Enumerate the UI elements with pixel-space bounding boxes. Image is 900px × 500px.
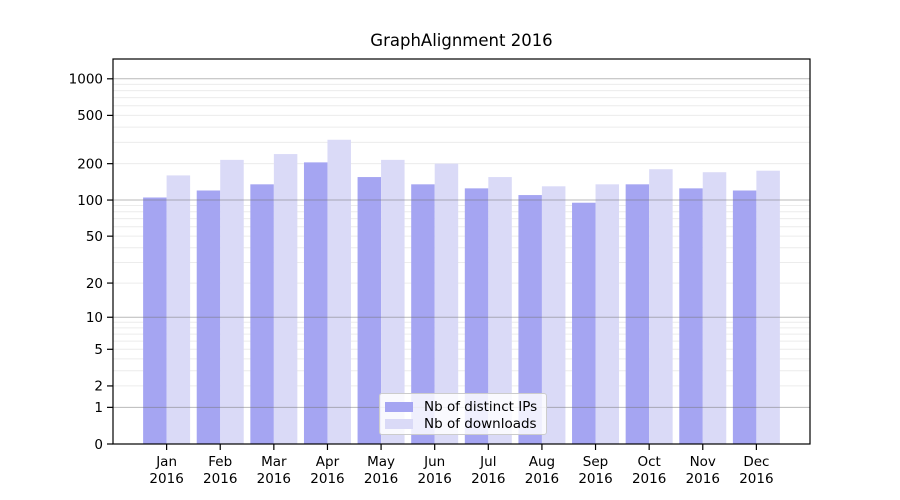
legend-swatch-distinct-ips [385, 401, 413, 412]
x-tick-label-year: 2016 [632, 471, 666, 487]
chart-title: GraphAlignment 2016 [370, 31, 553, 50]
x-tick-label-month: Oct [637, 454, 660, 470]
x-tick-label-month: Jun [423, 454, 445, 470]
bar-distinct-ips-nov [679, 188, 703, 444]
bar-downloads-nov [702, 172, 727, 444]
x-tick-label-month: Nov [690, 454, 716, 470]
x-tick-label-month: Mar [261, 454, 287, 470]
bar-downloads-jun [434, 163, 459, 444]
x-tick-label-year: 2016 [471, 471, 505, 487]
legend-item-distinct-ips: Nb of distinct IPs [380, 398, 546, 415]
x-tick-label-year: 2016 [203, 471, 237, 487]
x-tick-label-month: Sep [583, 454, 608, 470]
bar-downloads-oct [649, 169, 673, 444]
x-tick-label-year: 2016 [418, 471, 452, 487]
bar-downloads-feb [220, 159, 244, 444]
x-tick-label-year: 2016 [310, 471, 344, 487]
x-tick-label-month: Jul [479, 454, 496, 470]
legend-label-distinct-ips: Nb of distinct IPs [424, 398, 538, 415]
y-tick-label: 1000 [69, 72, 103, 88]
x-tick-label-year: 2016 [257, 471, 291, 487]
legend-swatch-downloads [385, 418, 413, 429]
bar-distinct-ips-jun [411, 184, 435, 444]
legend-label-downloads: Nb of downloads [424, 415, 537, 432]
y-tick-label: 20 [86, 276, 103, 292]
y-tick-label: 0 [94, 437, 103, 453]
x-tick-label-month: Jan [155, 454, 177, 470]
bar-distinct-ips-aug [518, 195, 542, 444]
bar-distinct-ips-may [357, 177, 382, 444]
bar-distinct-ips-jul [464, 188, 489, 444]
x-tick-label-year: 2016 [686, 471, 720, 487]
x-tick-label-month: Apr [316, 454, 340, 470]
plot-frame [112, 58, 811, 445]
bar-downloads-jul [488, 177, 512, 444]
x-tick-label-year: 2016 [149, 471, 183, 487]
x-tick-label-month: Feb [208, 454, 232, 470]
bar-downloads-dec [756, 170, 780, 444]
y-tick-label: 2 [94, 379, 103, 395]
legend-item-downloads: Nb of downloads [380, 415, 546, 432]
y-tick-label: 500 [77, 108, 103, 124]
x-tick-label-month: Dec [743, 454, 769, 470]
bar-distinct-ips-sep [572, 202, 596, 444]
x-tick-label-month: May [367, 454, 395, 470]
bar-distinct-ips-mar [250, 184, 274, 444]
y-tick-label: 50 [86, 229, 103, 245]
bar-distinct-ips-jan [143, 197, 167, 444]
y-tick-label: 5 [94, 342, 103, 358]
x-tick-label-year: 2016 [739, 471, 773, 487]
bar-downloads-sep [595, 184, 620, 444]
bar-distinct-ips-oct [625, 184, 650, 444]
bar-downloads-jan [166, 175, 191, 444]
x-tick-label-year: 2016 [364, 471, 398, 487]
bar-downloads-aug [541, 186, 566, 444]
x-tick-label-month: Aug [529, 454, 555, 470]
bar-distinct-ips-apr [303, 162, 328, 444]
bar-downloads-mar [273, 154, 298, 445]
bar-downloads-apr [327, 139, 351, 444]
y-tick-label: 10 [86, 310, 103, 326]
bar-downloads-may [381, 159, 405, 444]
x-tick-label-year: 2016 [525, 471, 559, 487]
legend: Nb of distinct IPs Nb of downloads [379, 393, 547, 435]
x-tick-label-year: 2016 [578, 471, 612, 487]
y-tick-label: 200 [77, 156, 103, 172]
y-tick-label: 100 [77, 193, 103, 209]
y-tick-label: 1 [94, 400, 103, 416]
